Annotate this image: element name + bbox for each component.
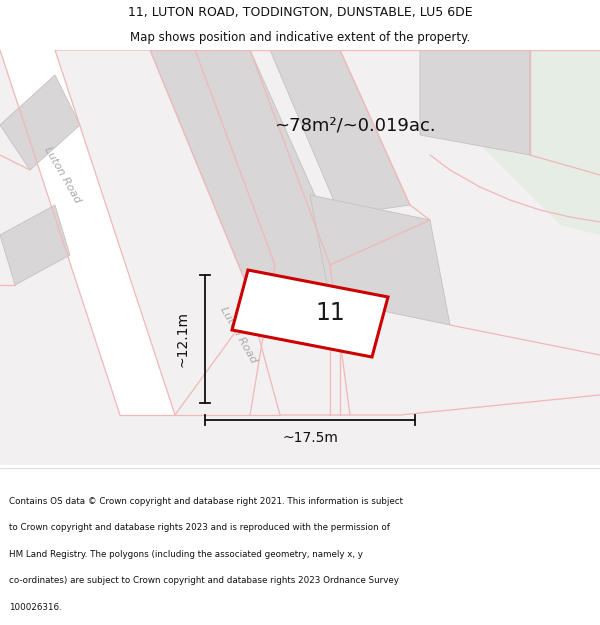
Polygon shape [0, 50, 175, 415]
Polygon shape [430, 50, 600, 235]
Polygon shape [232, 270, 388, 357]
Polygon shape [0, 75, 80, 170]
Text: Contains OS data © Crown copyright and database right 2021. This information is : Contains OS data © Crown copyright and d… [9, 497, 403, 506]
Text: Luton Road: Luton Road [218, 305, 258, 365]
Polygon shape [0, 205, 70, 285]
Text: 11: 11 [315, 301, 345, 326]
Text: Map shows position and indicative extent of the property.: Map shows position and indicative extent… [130, 31, 470, 44]
Text: 11, LUTON ROAD, TODDINGTON, DUNSTABLE, LU5 6DE: 11, LUTON ROAD, TODDINGTON, DUNSTABLE, L… [128, 6, 472, 19]
Text: ~17.5m: ~17.5m [282, 431, 338, 445]
Text: co-ordinates) are subject to Crown copyright and database rights 2023 Ordnance S: co-ordinates) are subject to Crown copyr… [9, 576, 399, 585]
Text: Luton Road: Luton Road [42, 145, 82, 205]
Text: ~12.1m: ~12.1m [176, 311, 190, 367]
Text: ~78m²/~0.019ac.: ~78m²/~0.019ac. [274, 116, 436, 134]
Text: HM Land Registry. The polygons (including the associated geometry, namely x, y: HM Land Registry. The polygons (includin… [9, 550, 363, 559]
Text: to Crown copyright and database rights 2023 and is reproduced with the permissio: to Crown copyright and database rights 2… [9, 523, 390, 532]
Polygon shape [150, 50, 355, 305]
Polygon shape [270, 50, 410, 215]
Polygon shape [420, 50, 530, 155]
Polygon shape [195, 50, 330, 265]
Text: 100026316.: 100026316. [9, 602, 62, 612]
Polygon shape [310, 195, 450, 325]
